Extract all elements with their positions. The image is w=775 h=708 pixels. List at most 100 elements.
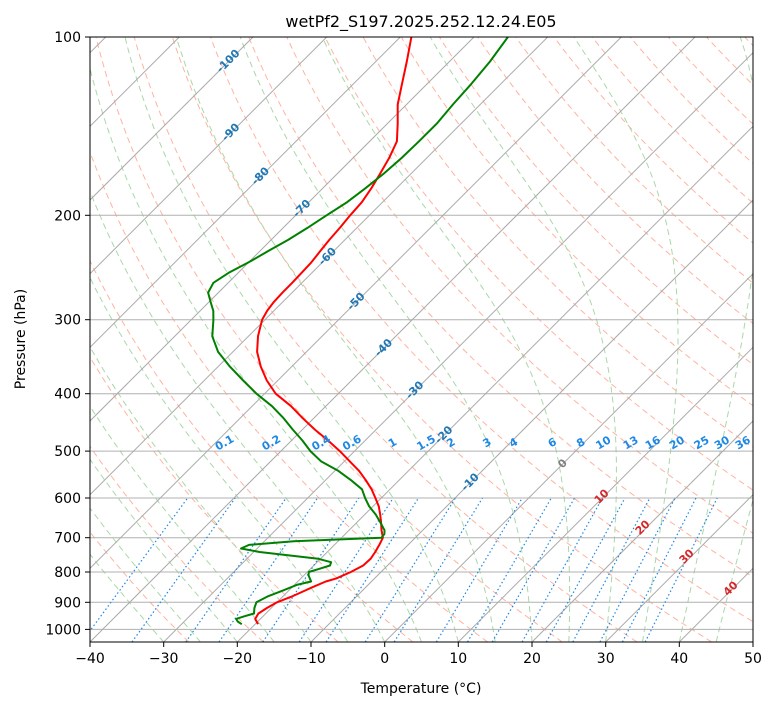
isotherm-line (163, 51, 753, 642)
isotherm-line (678, 567, 753, 642)
dry-adiabat-line (171, 37, 712, 642)
background-lines (90, 37, 753, 642)
x-tick-label: −10 (296, 651, 326, 667)
moist-adiabat-line (90, 553, 165, 642)
mixing-ratio-line (466, 497, 552, 642)
dry-adiabat-line (133, 37, 638, 642)
moist-adiabat-line (175, 37, 496, 642)
mixing-ratio-label: 6 (546, 435, 559, 450)
isotherm-label: 10 (592, 486, 612, 506)
x-tick-label: −20 (223, 651, 253, 667)
isotherm-label: 40 (721, 578, 741, 598)
mixing-ratio-line (491, 497, 576, 642)
dry-adiabat-line (744, 37, 753, 47)
x-tick-label: 10 (449, 651, 467, 667)
dry-adiabat-line (248, 37, 753, 578)
y-tick-label: 1000 (45, 622, 81, 638)
dry-adiabat-line (90, 356, 339, 642)
mixing-ratio-labels: 0.1 0.2 0.4 0.6 1 1.5 2 3 4 6 8 10 13 16 20 25 30 36 (213, 432, 753, 453)
dry-adiabat-line (324, 37, 753, 491)
mixing-ratio-label: 13 (621, 433, 641, 452)
isotherm-line (90, 37, 328, 275)
dewpoint-line (207, 37, 509, 626)
dry-adiabat-line (95, 37, 563, 642)
isotherm-line (90, 37, 549, 496)
x-tick-label: 40 (670, 651, 688, 667)
dry-adiabat-line (90, 150, 488, 642)
mixing-ratio-label: 20 (667, 433, 687, 452)
mixing-ratio-line (90, 497, 189, 632)
dry-adiabat-line (438, 37, 753, 365)
x-tick-label: 20 (523, 651, 541, 667)
mixing-ratio-label: 0.1 (213, 432, 236, 453)
isotherm-line (90, 37, 622, 570)
y-axis: 100 200 300 400 500 600 700 800 900 1000 (45, 30, 90, 638)
mixing-ratio-label: 0.2 (260, 432, 283, 453)
y-tick-label: 300 (54, 313, 81, 329)
x-tick-label: −30 (149, 651, 179, 667)
y-axis-label: Pressure (hPa) (13, 289, 29, 389)
mixing-ratio-line (572, 497, 651, 642)
mixing-ratio-line (364, 497, 456, 642)
mixing-ratio-line (262, 497, 360, 642)
mixing-ratio-label: 0.6 (340, 432, 364, 453)
sounding-lines (207, 37, 509, 626)
mixing-ratio-line (621, 497, 697, 642)
isotherm-line (310, 199, 753, 642)
mixing-ratio-label: 10 (594, 433, 614, 452)
isotherm-label: 30 (677, 546, 697, 566)
y-tick-label: 700 (54, 531, 81, 547)
mixing-ratio-label: 4 (507, 435, 520, 450)
isotherm-line (236, 125, 753, 642)
x-tick-label: 30 (597, 651, 615, 667)
x-tick-label: 50 (744, 651, 762, 667)
y-tick-label: 900 (54, 595, 81, 611)
x-tick-label: 0 (380, 651, 389, 667)
moist-adiabat-line (573, 37, 679, 642)
isotherm-label: 20 (633, 517, 653, 537)
moist-adiabat-line (429, 37, 617, 642)
y-tick-label: 600 (54, 491, 81, 507)
moist-adiabat-line (239, 37, 533, 642)
mixing-ratio-line (521, 497, 603, 642)
moist-adiabat-line (678, 37, 753, 642)
x-axis: −40 −30 −20 −10 0 10 20 30 40 50 (75, 642, 762, 667)
isotherm-line (457, 346, 753, 642)
mixing-ratio-label: 8 (574, 435, 587, 450)
mixing-ratio-label: 0.4 (310, 432, 334, 453)
moist-adiabat-line (90, 66, 422, 642)
isotherm-line (90, 37, 475, 422)
isotherm-line (605, 493, 753, 642)
dry-adiabat-line (90, 445, 264, 642)
dry-adiabat-line (515, 37, 753, 284)
mixing-ratio-label: 30 (712, 433, 732, 452)
moist-adiabat-line (90, 507, 201, 642)
moist-adiabat-line (90, 405, 275, 642)
isotherm-label: -60 (316, 245, 339, 268)
y-tick-label: 800 (54, 565, 81, 581)
x-tick-label: −40 (75, 651, 105, 667)
moist-adiabat-line (321, 37, 571, 642)
mixing-ratio-line (131, 497, 236, 642)
chart-title: wetPf2_S197.2025.252.12.24.E05 (285, 12, 556, 32)
mixing-ratio-line (325, 497, 420, 642)
mixing-ratio-label: 2 (444, 435, 457, 450)
moist-adiabat-line (90, 346, 312, 642)
dry-adiabat-line (90, 259, 414, 642)
x-axis-label: Temperature (°C) (360, 681, 482, 697)
mixing-ratio-line (393, 497, 484, 642)
dry-adiabat-line (591, 37, 753, 204)
isotherm-line (90, 37, 254, 201)
mixing-ratio-line (599, 497, 676, 642)
mixing-ratio-label: 16 (643, 433, 663, 452)
mixing-ratio-line (644, 497, 718, 642)
isotherm-line (384, 272, 753, 642)
mixing-ratio-line (185, 497, 287, 642)
moist-adiabat-line (90, 276, 349, 642)
temperature-line (254, 37, 413, 625)
y-tick-label: 500 (54, 444, 81, 460)
moist-adiabat-line (715, 497, 753, 642)
y-tick-label: 100 (54, 30, 81, 46)
mixing-ratio-label: 1 (386, 435, 399, 450)
mixing-ratio-label: 3 (480, 435, 493, 450)
